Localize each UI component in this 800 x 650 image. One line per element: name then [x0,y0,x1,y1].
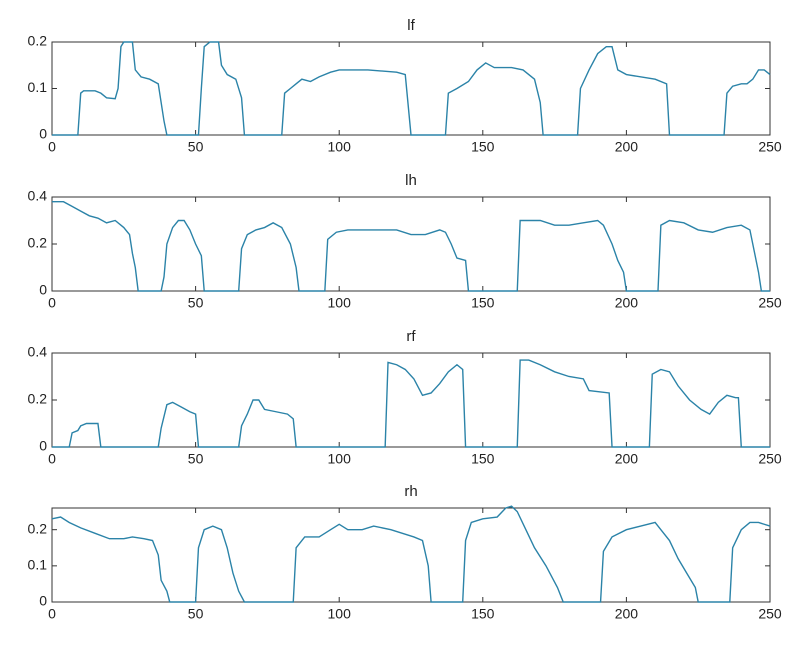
y-tick-label: 0.4 [28,344,48,360]
subplot-title: lf [407,17,415,34]
x-tick-label: 50 [188,606,204,622]
plot-area [51,507,771,603]
plot-area [51,196,771,292]
plot-area [51,352,771,448]
x-tick-label: 250 [758,606,782,622]
x-tick-label: 250 [758,451,782,467]
y-tick-label: 0.1 [28,79,48,95]
x-tick-label: 50 [188,295,204,311]
y-tick-label: 0.2 [28,520,48,536]
x-tick-label: 150 [471,606,495,622]
subplot-title: lh [405,172,417,189]
x-tick-label: 0 [48,606,56,622]
data-line [52,201,770,292]
x-tick-label: 50 [188,451,204,467]
x-tick-label: 200 [615,139,639,155]
data-line [51,505,771,603]
y-tick-label: 0.2 [28,235,48,251]
y-tick-label: 0 [39,593,47,609]
x-tick-label: 200 [615,451,639,467]
y-tick-label: 0.2 [28,33,48,49]
x-tick-label: 100 [328,451,352,467]
x-tick-label: 150 [471,139,495,155]
plot-area [51,41,771,136]
y-tick-label: 0.1 [28,557,48,573]
x-tick-label: 250 [758,139,782,155]
y-tick-label: 0.2 [28,391,48,407]
y-tick-label: 0.4 [28,188,48,204]
x-tick-label: 100 [328,606,352,622]
x-tick-label: 200 [615,606,639,622]
data-line [52,41,771,136]
x-tick-label: 250 [758,295,782,311]
x-tick-label: 50 [188,139,204,155]
x-tick-label: 150 [471,295,495,311]
subplot-title: rh [404,483,417,500]
x-tick-label: 200 [615,295,639,311]
subplot-title: rf [406,328,416,345]
x-tick-label: 0 [48,451,56,467]
y-tick-label: 0 [39,282,47,298]
data-line [52,359,770,448]
y-tick-label: 0 [39,126,47,142]
x-tick-label: 150 [471,451,495,467]
x-tick-label: 100 [328,139,352,155]
x-tick-label: 0 [48,295,56,311]
x-tick-label: 100 [328,295,352,311]
x-tick-label: 0 [48,139,56,155]
y-tick-label: 0 [39,438,47,454]
